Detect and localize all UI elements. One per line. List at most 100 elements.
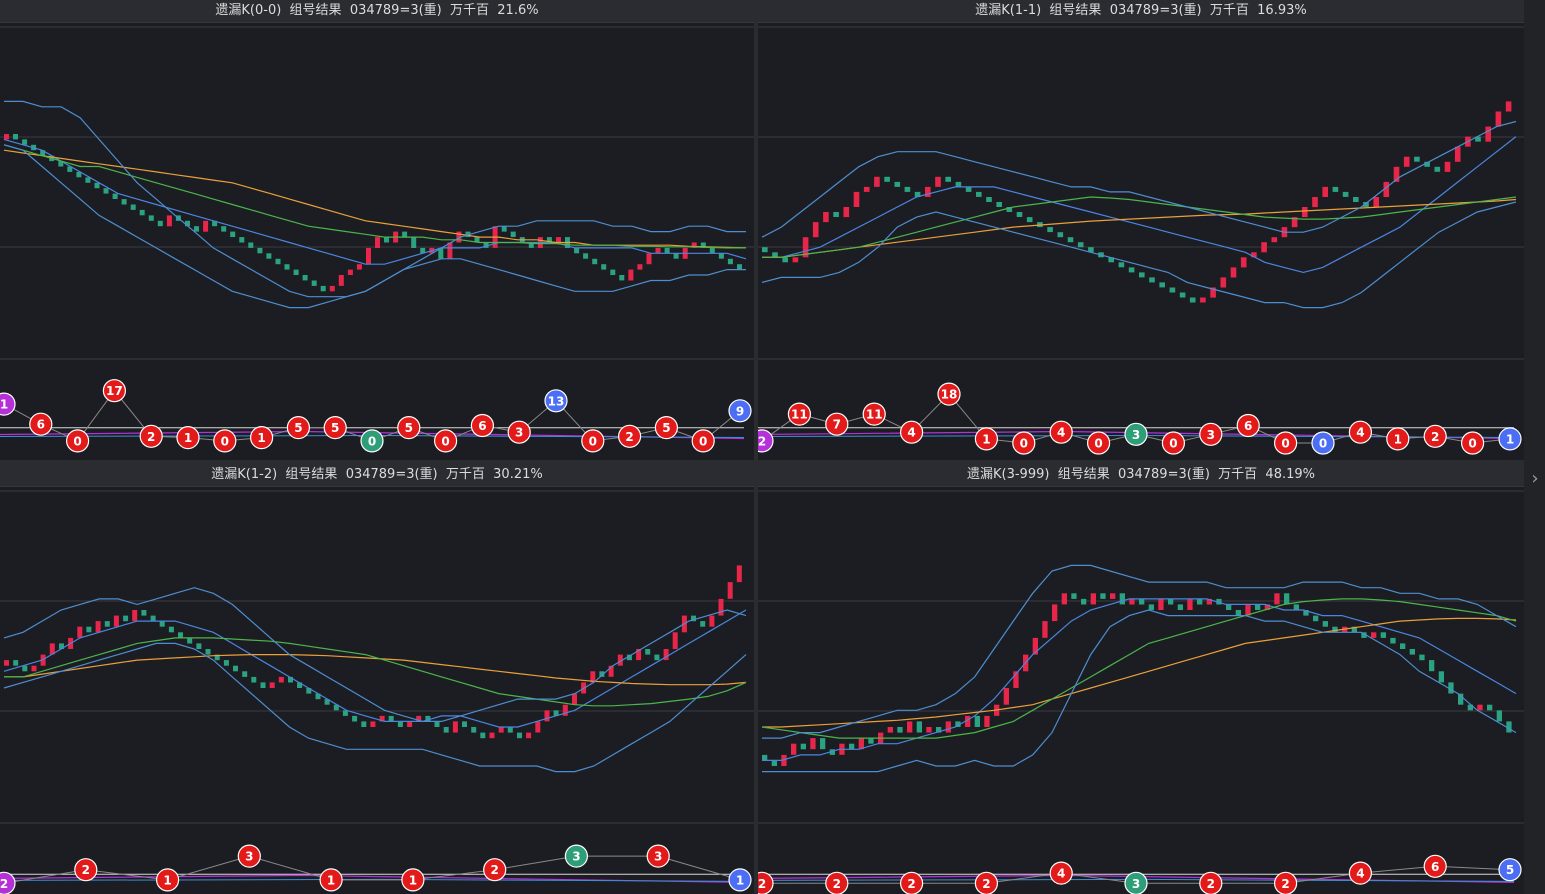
omission-ball-label: 9 bbox=[736, 404, 744, 418]
candle bbox=[1313, 615, 1319, 622]
horizontal-splitter[interactable] bbox=[0, 460, 1525, 464]
candle bbox=[1200, 297, 1206, 303]
chevron-right-icon[interactable]: › bbox=[1531, 468, 1539, 489]
candle bbox=[498, 727, 504, 733]
candle bbox=[1090, 593, 1096, 605]
indicator-line bbox=[762, 136, 1517, 274]
omission-ball bbox=[1161, 431, 1185, 455]
candle bbox=[926, 727, 932, 733]
omission-ball bbox=[974, 871, 998, 894]
omission-ball-label: 2 bbox=[1207, 877, 1215, 891]
omission-ball-label: 2 bbox=[1431, 430, 1439, 444]
candle bbox=[471, 727, 477, 733]
candle bbox=[655, 247, 661, 254]
candle bbox=[1003, 688, 1009, 705]
candle bbox=[1342, 191, 1349, 197]
vertical-splitter[interactable] bbox=[754, 0, 758, 894]
candle bbox=[94, 182, 100, 189]
omission-ball-label: 1 bbox=[327, 873, 335, 887]
omission-ball-label: 5 bbox=[405, 421, 413, 435]
omission-ball-label: 0 bbox=[441, 434, 449, 448]
candle bbox=[1042, 621, 1048, 638]
omission-ball bbox=[900, 420, 924, 444]
candle bbox=[480, 732, 486, 739]
candle bbox=[302, 275, 308, 281]
candle bbox=[546, 237, 552, 243]
candle bbox=[863, 186, 870, 192]
candle bbox=[737, 264, 742, 270]
candle bbox=[1303, 610, 1309, 616]
candle bbox=[103, 188, 109, 194]
candle bbox=[150, 615, 156, 622]
omission-ball-label: 0 bbox=[73, 434, 81, 448]
candle bbox=[782, 257, 788, 263]
candle bbox=[320, 285, 326, 292]
candle bbox=[1322, 186, 1328, 197]
candle bbox=[203, 220, 209, 232]
candle bbox=[22, 665, 28, 672]
omission-ball-label: 5 bbox=[331, 421, 339, 435]
candle bbox=[820, 738, 826, 750]
candle bbox=[1322, 621, 1328, 627]
candle bbox=[456, 231, 462, 243]
candle bbox=[22, 139, 28, 145]
candle bbox=[608, 665, 614, 677]
candle bbox=[1013, 671, 1019, 688]
candle bbox=[617, 654, 623, 666]
candle bbox=[159, 621, 165, 627]
candle bbox=[104, 621, 110, 627]
candle bbox=[535, 721, 541, 733]
candle bbox=[1373, 197, 1379, 208]
candle bbox=[945, 176, 951, 182]
omission-ball bbox=[1124, 871, 1148, 894]
candle bbox=[544, 710, 550, 722]
chart-canvas: 2 2 1 3 1 1 2 3 3 1 bbox=[0, 490, 754, 894]
omission-ball bbox=[564, 844, 589, 868]
omission-ball bbox=[758, 429, 774, 453]
omission-ball bbox=[646, 844, 670, 868]
candle bbox=[130, 204, 136, 210]
candle bbox=[1061, 593, 1067, 605]
omission-ball bbox=[250, 426, 274, 450]
omission-ball-label: 4 bbox=[1356, 426, 1364, 440]
candle bbox=[1159, 282, 1165, 288]
candle bbox=[1119, 593, 1125, 605]
omission-ball-label: 2 bbox=[758, 877, 766, 891]
omission-ball bbox=[1012, 431, 1036, 455]
candle bbox=[868, 738, 874, 744]
candle bbox=[1067, 237, 1074, 243]
candle bbox=[489, 732, 495, 739]
candle bbox=[914, 191, 921, 197]
omission-ball bbox=[1124, 422, 1148, 446]
omission-ball bbox=[102, 379, 127, 403]
candle bbox=[1393, 166, 1400, 182]
omission-ball bbox=[0, 392, 16, 416]
omission-ball bbox=[654, 416, 679, 440]
candle bbox=[347, 269, 353, 275]
indicator-line bbox=[761, 598, 1517, 739]
candle bbox=[1458, 693, 1464, 705]
candle bbox=[736, 565, 742, 583]
candle bbox=[379, 715, 385, 722]
candle bbox=[233, 665, 238, 672]
candle bbox=[984, 715, 990, 727]
omission-ball-label: 3 bbox=[1132, 877, 1140, 891]
candle bbox=[397, 721, 403, 727]
omission-ball-label: 0 bbox=[1319, 437, 1327, 451]
candle bbox=[1434, 166, 1441, 172]
candle bbox=[874, 176, 880, 187]
candle bbox=[411, 237, 417, 248]
omission-ball bbox=[1460, 431, 1485, 455]
candle bbox=[1467, 704, 1473, 711]
candle bbox=[1487, 704, 1493, 711]
candle bbox=[185, 220, 190, 227]
candle bbox=[293, 269, 299, 275]
omission-ball bbox=[213, 429, 237, 453]
omission-ball bbox=[1273, 431, 1298, 455]
omission-ball-label: 11 bbox=[866, 408, 883, 422]
candle bbox=[833, 212, 839, 217]
omission-ball-label: 2 bbox=[758, 434, 766, 448]
candle bbox=[269, 682, 275, 688]
candle bbox=[700, 621, 706, 627]
candle bbox=[230, 231, 236, 237]
